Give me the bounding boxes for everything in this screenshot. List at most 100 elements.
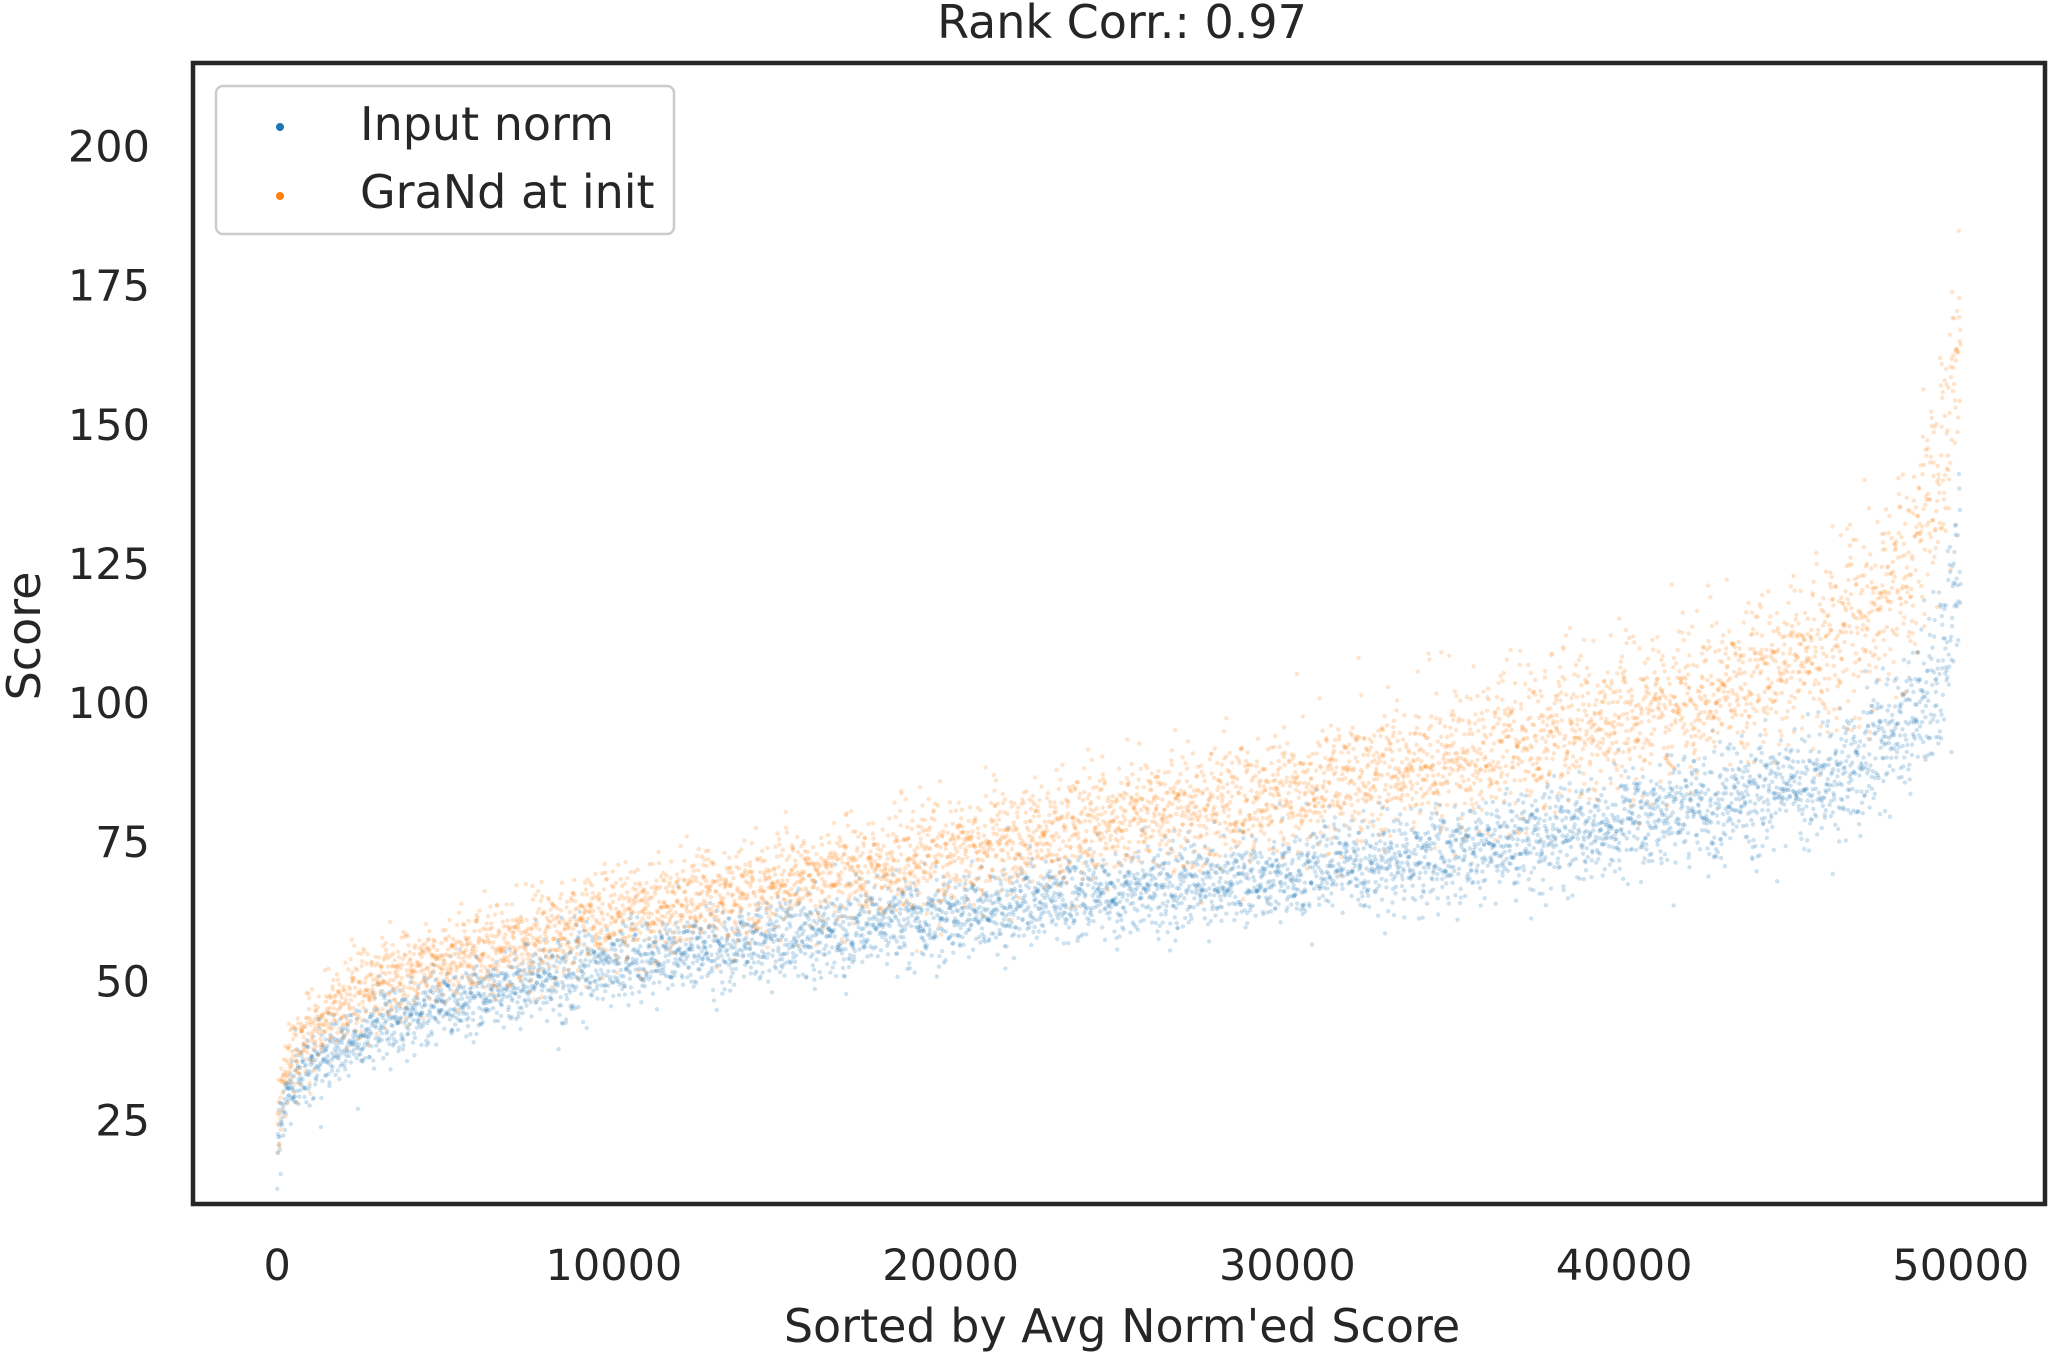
scatter-point [421,976,426,981]
scatter-point [1926,698,1931,703]
scatter-point [1018,888,1023,894]
scatter-point [334,1043,339,1048]
scatter-point [1028,910,1034,915]
scatter-point [497,980,502,985]
scatter-point [949,932,954,938]
scatter-point [355,1016,360,1021]
scatter-point [315,1052,320,1057]
scatter-point [456,1018,461,1023]
scatter-point [1670,810,1676,815]
scatter-point [367,1054,372,1060]
scatter-point [1315,859,1321,864]
scatter-point [1570,893,1575,898]
scatter-point [494,959,499,965]
scatter-point [1412,847,1417,852]
scatter-point [638,944,643,949]
scatter-point [1723,832,1728,837]
scatter-point [1355,847,1361,852]
scatter-point [1927,735,1933,741]
scatter-point [1939,736,1944,741]
scatter-point [1581,837,1587,843]
scatter-point [1016,915,1021,921]
scatter-point [430,970,436,975]
scatter-point [405,1032,410,1037]
scatter-point [1683,838,1688,844]
scatter-point [554,969,559,974]
scatter-point [479,994,484,1000]
scatter-point [1524,826,1529,831]
scatter-point [464,1011,470,1016]
scatter-point [1892,704,1898,709]
scatter-point [1817,732,1822,737]
scatter-point [723,960,728,965]
scatter-point [1581,851,1586,856]
scatter-point [692,954,698,960]
scatter-point [1395,860,1401,865]
scatter-point [1743,800,1748,806]
scatter-point [1218,898,1224,903]
scatter-point [1805,767,1810,772]
scatter-point [1622,806,1627,812]
scatter-point [1358,863,1363,868]
scatter-point [993,935,999,940]
scatter-point [454,988,460,994]
scatter-point [1853,771,1858,776]
scatter-point [469,995,474,1000]
scatter-point [509,1014,515,1020]
scatter-point [1887,814,1893,819]
scatter-point [1341,866,1346,872]
scatter-point [749,955,755,961]
scatter-point [1940,666,1945,671]
scatter-point [1436,912,1441,917]
scatter-point [1721,822,1727,827]
scatter-point [1868,763,1873,768]
scatter-point [462,989,467,994]
scatter-point [480,1019,486,1025]
scatter-point [1597,851,1603,856]
scatter-point [803,951,808,956]
scatter-point [391,1041,397,1046]
scatter-point [827,950,832,955]
scatter-point [1643,836,1648,841]
scatter-point [897,911,903,916]
scatter-point [316,1051,322,1056]
scatter-point [634,961,640,966]
scatter-point [1531,865,1537,871]
scatter-point [1826,787,1832,792]
scatter-point [1599,793,1604,798]
scatter-point [373,1019,378,1024]
scatter-point [733,966,739,971]
scatter-point [1881,729,1887,734]
scatter-point [1936,741,1941,746]
scatter-point [1252,878,1257,883]
scatter-point [1020,916,1025,922]
scatter-point [621,974,626,979]
scatter-point [431,962,437,968]
scatter-point [1192,842,1197,847]
scatter-point [1478,820,1484,825]
scatter-point [1421,865,1427,870]
scatter-point [1176,886,1182,891]
scatter-point [1440,884,1445,890]
scatter-point [1293,892,1299,897]
scatter-point [290,1096,295,1101]
scatter-point [472,967,477,972]
scatter-point [764,955,770,961]
scatter-point [325,1053,331,1059]
scatter-point [1776,766,1781,771]
scatter-point [680,982,686,987]
scatter-point [1872,791,1878,796]
scatter-point [1540,877,1546,882]
scatter-point [1087,867,1092,873]
scatter-point [919,907,925,913]
scatter-point [297,1071,302,1077]
scatter-point [458,985,464,990]
scatter-point [299,1049,304,1055]
scatter-point [932,930,938,935]
scatter-point [1946,577,1951,583]
scatter-point [1074,911,1080,917]
scatter-point [280,1115,285,1120]
scatter-point [1765,808,1771,813]
scatter-point [961,910,966,915]
scatter-point [459,1018,464,1024]
